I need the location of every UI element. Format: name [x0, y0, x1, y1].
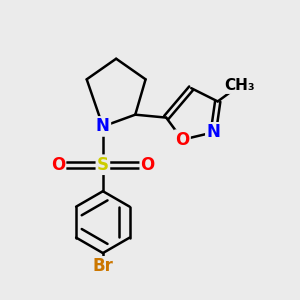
Text: O: O [51, 156, 65, 174]
Text: O: O [175, 131, 190, 149]
Text: Br: Br [92, 257, 113, 275]
Text: N: N [206, 123, 220, 141]
Text: S: S [97, 156, 109, 174]
Text: N: N [96, 117, 110, 135]
Text: CH₃: CH₃ [224, 78, 255, 93]
Text: O: O [140, 156, 154, 174]
